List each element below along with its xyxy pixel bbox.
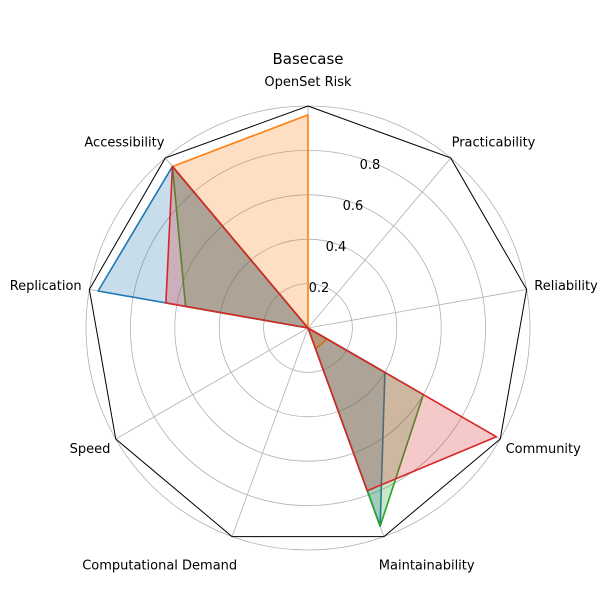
radial-tick-label: 0.2 bbox=[309, 281, 330, 296]
grid-spoke bbox=[307, 157, 452, 329]
radial-tick-label: 0.8 bbox=[360, 158, 381, 173]
axis-label: Maintainability bbox=[379, 558, 475, 573]
series-fill bbox=[165, 166, 497, 491]
axis-label: Community bbox=[506, 442, 582, 457]
series-line bbox=[165, 165, 498, 492]
axis-label: OpenSet Risk bbox=[264, 75, 352, 90]
axis-label: Reliability bbox=[534, 279, 598, 294]
grid-spoke bbox=[115, 327, 309, 440]
outer-frame bbox=[88, 105, 528, 538]
grid-spoke bbox=[231, 327, 309, 537]
radar-frame bbox=[88, 105, 528, 538]
radar-series-group bbox=[97, 114, 498, 527]
radial-tick-label: 0.4 bbox=[326, 240, 347, 255]
axis-label: Accessibility bbox=[84, 136, 164, 151]
axis-label: Replication bbox=[10, 279, 82, 294]
series-fill bbox=[172, 114, 328, 349]
axis-labels: OpenSet Risk Practicability Reliability Com… bbox=[10, 75, 598, 573]
axis-label: Speed bbox=[70, 442, 111, 457]
axis-label: Computational Demand bbox=[82, 558, 237, 573]
axis-label: Practicability bbox=[452, 136, 536, 151]
radial-tick-label: 0.6 bbox=[343, 199, 364, 214]
radial-tick-labels: 0.2 0.4 0.6 0.8 bbox=[309, 158, 381, 296]
series-fill bbox=[172, 166, 424, 527]
grid-spoke bbox=[307, 289, 527, 329]
series-fill bbox=[98, 166, 385, 527]
chart-title: Basecase bbox=[272, 50, 343, 68]
